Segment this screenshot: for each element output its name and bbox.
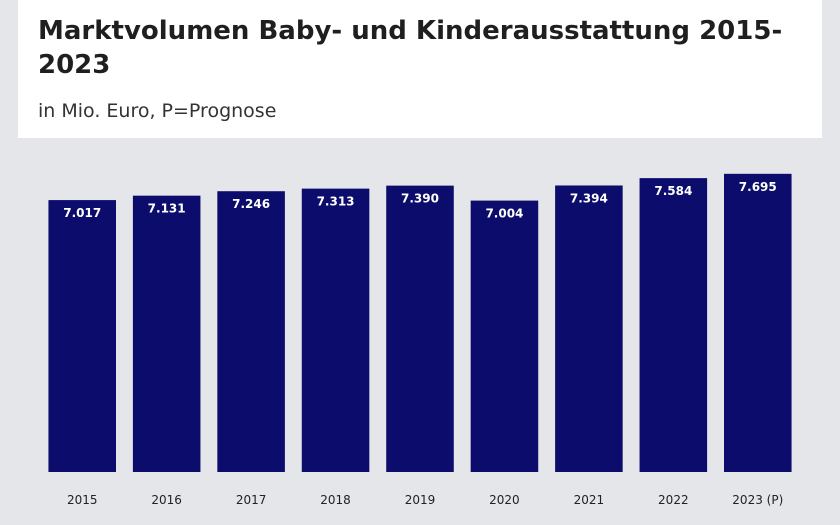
value-label: 7.695 bbox=[739, 180, 777, 194]
value-label: 7.004 bbox=[485, 207, 523, 221]
bar bbox=[217, 191, 285, 472]
header: Marktvolumen Baby- und Kinderausstattung… bbox=[18, 0, 822, 138]
x-tick-label: 2020 bbox=[489, 493, 520, 507]
bar bbox=[555, 185, 623, 473]
value-label: 7.394 bbox=[570, 191, 608, 205]
chart-subtitle: in Mio. Euro, P=Prognose bbox=[38, 100, 277, 122]
chart-title: Marktvolumen Baby- und Kinderausstattung… bbox=[38, 16, 783, 80]
x-tick-label: 2018 bbox=[320, 493, 351, 507]
bar bbox=[48, 200, 116, 472]
value-label: 7.131 bbox=[148, 202, 186, 216]
value-label: 7.584 bbox=[654, 184, 692, 198]
x-tick-label: 2021 bbox=[574, 493, 605, 507]
x-tick-label: 2023 (P) bbox=[732, 493, 783, 507]
x-tick-label: 2017 bbox=[236, 493, 267, 507]
x-tick-label: 2019 bbox=[405, 493, 436, 507]
bar bbox=[639, 178, 708, 472]
x-tick-label: 2016 bbox=[151, 493, 182, 507]
bar bbox=[724, 173, 792, 472]
value-label: 7.017 bbox=[63, 206, 101, 220]
value-label: 7.246 bbox=[232, 197, 270, 211]
bar bbox=[132, 195, 201, 472]
bar bbox=[386, 185, 454, 472]
bar bbox=[470, 200, 539, 472]
x-tick-label: 2022 bbox=[658, 493, 689, 507]
value-label: 7.390 bbox=[401, 192, 439, 206]
value-label: 7.313 bbox=[317, 195, 355, 209]
x-tick-label: 2015 bbox=[67, 493, 98, 507]
bar bbox=[301, 188, 370, 472]
